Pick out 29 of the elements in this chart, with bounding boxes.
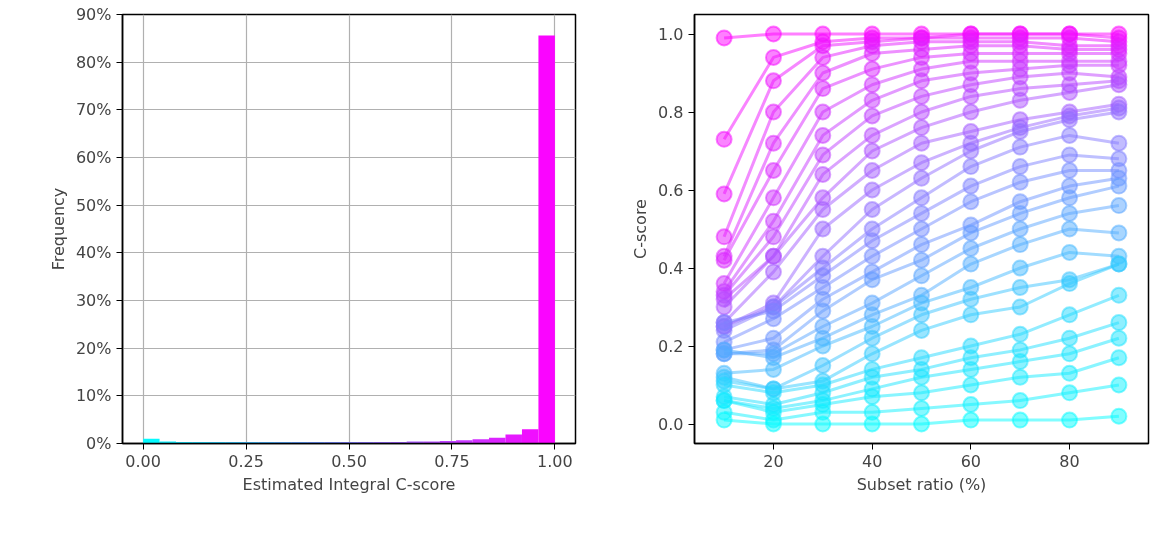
x-tick-label: 20 (763, 451, 784, 471)
y-tick-label: 60% (75, 148, 112, 167)
y-tick-label: 1.0 (658, 25, 684, 44)
x-tick-label: 60 (960, 451, 982, 471)
x-axis-title: Estimated Integral C-score (242, 474, 456, 494)
x-tick-label: 40 (861, 451, 883, 471)
y-tick-label: 0% (86, 434, 112, 453)
y-tick-label: 0.4 (658, 259, 684, 278)
y-tick-label: 50% (75, 195, 112, 215)
y-tick-label: 0.8 (658, 103, 684, 122)
x-tick-label: 0.25 (228, 451, 264, 471)
y-axis-title: C-score (631, 199, 651, 259)
y-tick-label: 80% (75, 52, 112, 72)
y-tick-label: 0.2 (658, 337, 684, 356)
x-axis-title: Subset ratio (%) (856, 474, 987, 494)
x-tick-label: 0.50 (331, 451, 367, 471)
x-tick-label: 80 (1059, 451, 1080, 471)
x-tick-label: 0.00 (125, 451, 161, 471)
y-tick-label: 70% (75, 100, 112, 120)
x-tick-label: 1.00 (537, 451, 573, 471)
y-tick-label: 30% (75, 291, 112, 310)
y-tick-label: 0.0 (658, 415, 684, 434)
x-tick-label: 0.75 (434, 451, 470, 471)
y-tick-label: 40% (75, 243, 112, 263)
y-axis-title: Frequency (48, 187, 68, 271)
y-tick-label: 10% (75, 386, 112, 406)
y-tick-label: 0.6 (658, 181, 684, 200)
y-tick-label: 90% (75, 5, 112, 24)
y-tick-label: 20% (75, 338, 112, 358)
